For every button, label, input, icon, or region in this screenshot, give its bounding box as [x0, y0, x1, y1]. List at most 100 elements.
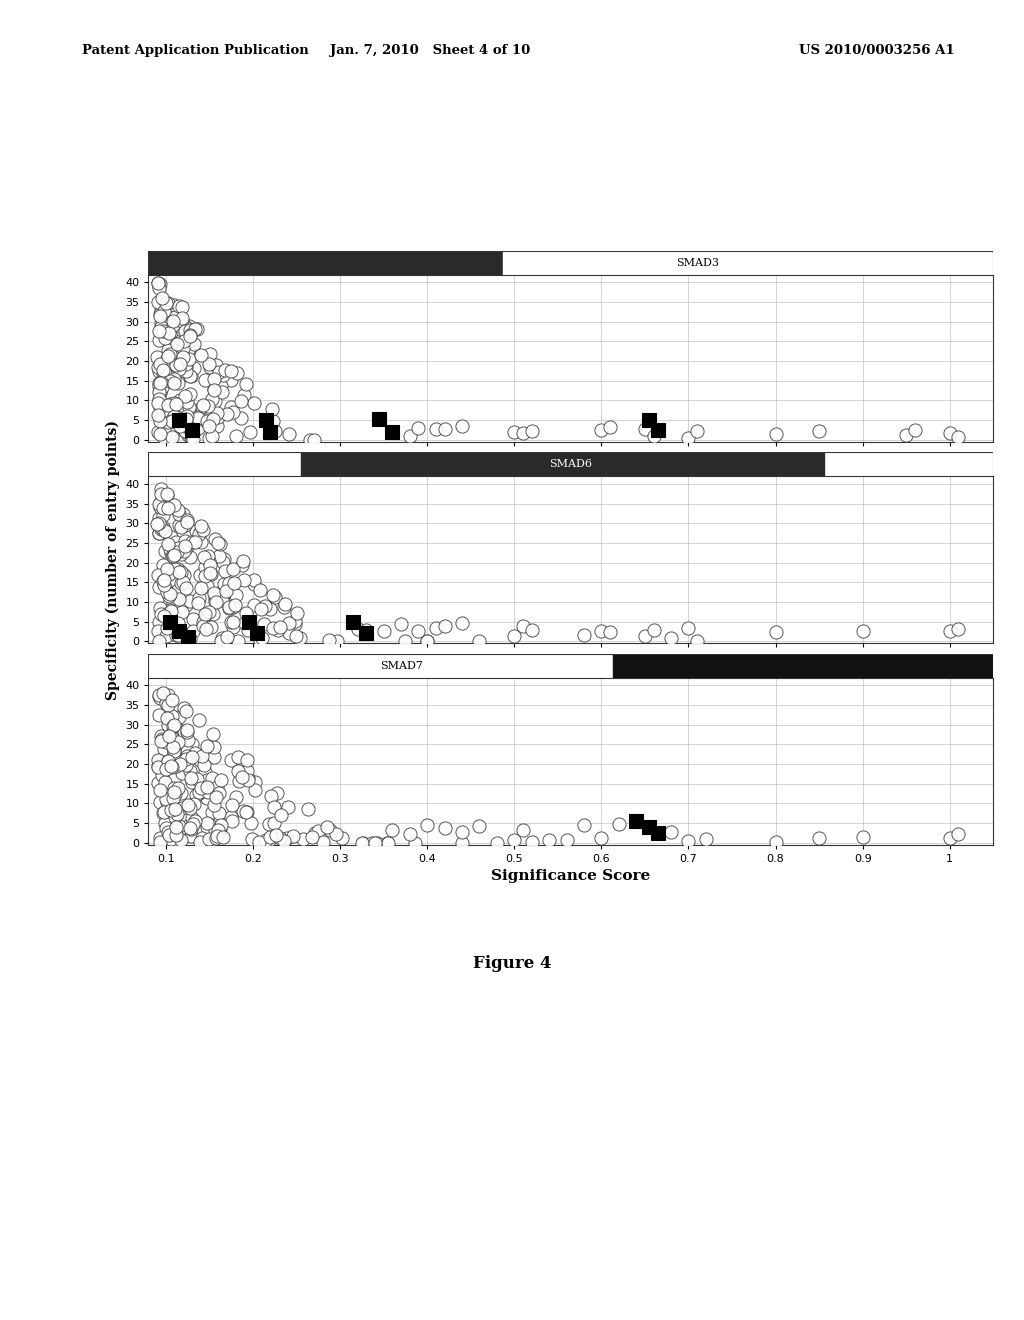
Point — [941, 422, 957, 444]
Point — [155, 321, 171, 342]
Point — [401, 824, 418, 845]
Point — [163, 800, 179, 821]
Point — [523, 619, 540, 640]
Point — [212, 376, 228, 397]
Point — [243, 813, 259, 834]
Point — [181, 760, 198, 781]
Point — [641, 409, 657, 430]
Point — [219, 626, 236, 647]
Point — [506, 626, 522, 647]
Point — [153, 832, 169, 853]
Point — [164, 689, 180, 710]
Point — [166, 544, 182, 565]
Point — [150, 772, 166, 793]
Point — [174, 319, 190, 341]
Point — [166, 405, 182, 426]
Point — [181, 546, 198, 568]
Point — [181, 331, 198, 352]
Point — [203, 564, 219, 585]
Point — [163, 586, 179, 607]
Point — [182, 384, 199, 405]
Point — [367, 833, 383, 854]
Point — [156, 801, 172, 822]
Point — [181, 628, 198, 649]
Point — [202, 343, 218, 364]
Point — [163, 543, 179, 564]
Point — [199, 618, 215, 639]
Point — [201, 428, 217, 449]
Point — [950, 824, 967, 845]
Point — [176, 385, 193, 407]
Point — [151, 577, 167, 598]
Point — [167, 784, 183, 805]
Point — [171, 389, 187, 411]
Point — [150, 272, 166, 293]
Point — [161, 726, 177, 747]
Point — [252, 630, 268, 651]
Point — [166, 781, 182, 803]
Point — [811, 828, 827, 849]
Point — [151, 512, 167, 533]
Point — [265, 411, 282, 432]
Point — [210, 545, 226, 566]
Point — [188, 407, 205, 428]
Point — [221, 572, 238, 593]
Point — [214, 586, 230, 607]
Point — [174, 346, 190, 367]
Point — [288, 626, 304, 647]
Point — [645, 425, 662, 446]
Point — [345, 611, 361, 632]
Point — [593, 828, 609, 849]
Point — [180, 396, 197, 417]
Point — [247, 771, 263, 792]
Point — [165, 546, 181, 568]
Point — [215, 552, 231, 573]
Point — [358, 623, 375, 644]
Point — [506, 829, 522, 850]
Point — [200, 770, 216, 791]
Point — [300, 799, 316, 820]
Point — [376, 620, 392, 642]
Point — [593, 620, 609, 642]
Point — [174, 310, 190, 331]
Point — [150, 564, 166, 585]
Point — [169, 579, 185, 601]
Point — [190, 781, 207, 803]
Point — [180, 315, 197, 337]
Point — [167, 783, 183, 804]
Point — [941, 828, 957, 849]
Point — [177, 421, 194, 442]
Point — [157, 541, 173, 562]
Point — [162, 797, 178, 818]
Point — [163, 723, 179, 744]
Point — [222, 360, 239, 381]
Point — [151, 685, 167, 706]
Point — [150, 347, 166, 368]
Point — [195, 519, 211, 540]
Point — [179, 741, 196, 762]
Point — [196, 755, 212, 776]
Point — [158, 626, 174, 647]
Point — [153, 381, 169, 403]
Point — [276, 593, 293, 614]
Point — [239, 801, 255, 822]
Point — [171, 515, 187, 536]
Point — [153, 313, 169, 334]
Point — [183, 771, 200, 792]
Point — [152, 779, 168, 800]
Point — [174, 762, 190, 783]
Point — [152, 494, 168, 515]
Point — [176, 540, 193, 561]
Point — [201, 416, 217, 437]
Point — [206, 774, 222, 795]
Point — [610, 813, 627, 834]
Point — [162, 583, 178, 605]
Point — [170, 537, 186, 558]
Point — [150, 292, 166, 313]
Point — [150, 393, 166, 414]
Point — [173, 516, 189, 537]
Point — [194, 746, 210, 767]
Point — [185, 424, 202, 445]
Point — [199, 788, 215, 809]
Point — [160, 750, 176, 771]
